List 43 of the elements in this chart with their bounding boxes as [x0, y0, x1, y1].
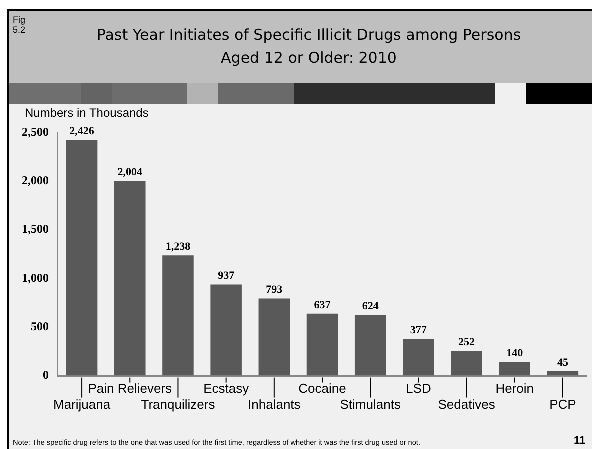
y-tick-label: 1,500 [22, 222, 49, 236]
data-label: 140 [506, 348, 524, 360]
x-tick-label: LSD [406, 381, 432, 396]
x-tick-label: Tranquilizers [141, 396, 216, 412]
x-tick-label: Cocaine [298, 381, 346, 396]
bar [66, 140, 98, 376]
data-label: 377 [410, 324, 428, 337]
x-tick-label: Stimulants [340, 396, 402, 412]
data-label: 252 [458, 336, 476, 349]
x-tick-label: Pain Relievers [88, 381, 173, 396]
chart-title: Past Year Initiates of Specific Illicit Drugs among Persons Aged 12 or Older: 2010 [96, 25, 522, 69]
bar [499, 362, 530, 376]
y-axis-title: Numbers in Thousands [25, 106, 149, 120]
y-tick-label: 0 [43, 368, 49, 382]
text: 11 [574, 435, 586, 447]
bar [114, 181, 146, 376]
data-label: 937 [218, 270, 236, 282]
bar [306, 314, 338, 376]
x-tick-label: Marijuana [54, 396, 112, 412]
data-label: 45 [557, 356, 569, 369]
data-label: 793 [266, 284, 284, 296]
data-label: 2,004 [118, 166, 144, 179]
x-tick-label: Sedatives [438, 396, 496, 412]
x-tick-label: Ecstasy [204, 381, 250, 396]
caption: Fig 5.2 [13, 15, 27, 35]
bar [403, 339, 434, 376]
y-tick-label: 2,000 [22, 174, 49, 188]
bar [162, 256, 194, 376]
x-tick-label: PCP [550, 396, 576, 412]
bar [451, 351, 482, 376]
bar [210, 284, 242, 376]
data-label: 637 [314, 299, 332, 312]
y-tick-label: 1,000 [22, 270, 49, 285]
x-tick-label: Heroin [496, 381, 534, 396]
data-label: 2,426 [70, 126, 95, 138]
bar [354, 315, 386, 376]
bar [547, 371, 579, 376]
bar [258, 298, 290, 376]
y-tick-label: 2,500 [22, 125, 49, 140]
y-tick-label: 500 [31, 319, 49, 334]
data-label: 1,238 [166, 240, 192, 253]
x-tick-label: Inhalants [248, 396, 302, 412]
data-label: 624 [362, 300, 380, 313]
